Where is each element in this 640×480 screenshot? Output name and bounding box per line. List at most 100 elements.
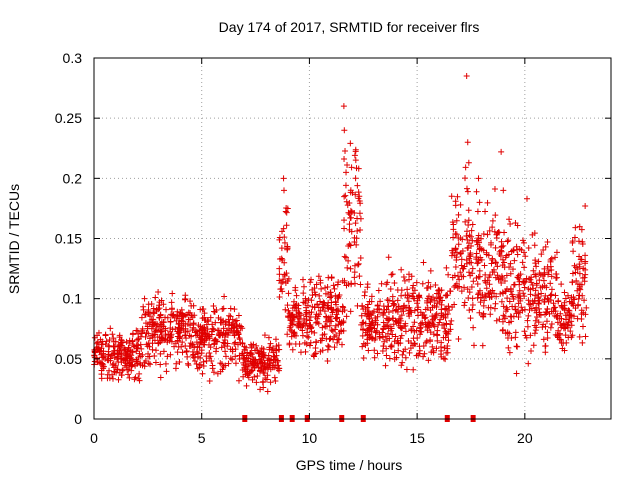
data-point	[475, 273, 482, 280]
data-point	[98, 345, 105, 352]
data-point	[542, 342, 549, 349]
data-point	[91, 334, 98, 341]
data-point	[205, 318, 212, 325]
data-point	[574, 287, 581, 294]
data-point	[426, 324, 433, 331]
data-point	[390, 300, 397, 307]
data-point	[167, 351, 174, 358]
y-tick-label: 0.15	[55, 231, 82, 247]
data-point	[227, 313, 234, 320]
data-point	[388, 271, 395, 278]
data-point	[241, 355, 248, 362]
data-point	[98, 371, 105, 378]
data-point	[493, 317, 500, 324]
data-point	[266, 346, 273, 353]
data-point	[206, 377, 213, 384]
data-point	[332, 299, 339, 306]
data-point	[571, 234, 578, 241]
data-point	[276, 265, 283, 272]
data-point	[429, 313, 436, 320]
data-point	[249, 376, 256, 383]
data-point	[406, 313, 413, 320]
data-point	[411, 319, 418, 326]
data-point	[134, 359, 141, 366]
data-point	[361, 289, 368, 296]
data-point	[276, 294, 283, 301]
data-point	[506, 319, 513, 326]
data-point	[581, 297, 588, 304]
data-point	[498, 248, 505, 255]
data-point	[455, 211, 462, 218]
data-point	[202, 330, 209, 337]
data-point	[317, 337, 324, 344]
data-point	[145, 340, 152, 347]
data-point	[398, 287, 405, 294]
data-point	[558, 315, 565, 322]
data-point	[284, 331, 291, 338]
y-tick-label: 0.1	[63, 291, 83, 307]
data-point	[501, 315, 508, 322]
data-point	[513, 370, 520, 377]
data-point	[284, 302, 291, 309]
data-point	[360, 326, 367, 333]
data-point	[476, 199, 483, 206]
data-point	[552, 308, 559, 315]
data-point	[194, 365, 201, 372]
data-point	[567, 328, 574, 335]
data-point	[142, 311, 149, 318]
data-point	[194, 331, 201, 338]
data-point	[255, 364, 262, 371]
y-axis-label: SRMTID / TECUs	[6, 184, 22, 294]
data-point	[462, 164, 469, 171]
data-point	[457, 201, 464, 208]
data-point	[239, 350, 246, 357]
data-point	[535, 293, 542, 300]
data-point	[323, 313, 330, 320]
data-point	[241, 346, 248, 353]
data-point	[206, 355, 213, 362]
data-point	[174, 333, 181, 340]
data-point	[307, 339, 314, 346]
data-point	[574, 302, 581, 309]
data-point	[414, 306, 421, 313]
data-point	[393, 354, 400, 361]
data-point	[110, 335, 117, 342]
data-point	[569, 332, 576, 339]
data-point	[133, 348, 140, 355]
data-point	[554, 312, 561, 319]
data-point	[141, 295, 148, 302]
data-point	[255, 349, 262, 356]
y-tick-label: 0	[74, 411, 82, 427]
data-point	[168, 306, 175, 313]
data-point	[106, 343, 113, 350]
data-point	[383, 352, 390, 359]
data-point	[570, 313, 577, 320]
data-point	[272, 377, 279, 384]
data-point	[286, 313, 293, 320]
data-point	[105, 351, 112, 358]
y-tick-label: 0.3	[63, 50, 83, 66]
data-point	[417, 320, 424, 327]
data-point	[142, 333, 149, 340]
data-point	[409, 285, 416, 292]
data-point	[232, 353, 239, 360]
data-point	[383, 306, 390, 313]
data-point	[533, 263, 540, 270]
data-point	[440, 334, 447, 341]
data-point	[552, 292, 559, 299]
data-point	[581, 274, 588, 281]
data-point	[235, 312, 242, 319]
data-point	[492, 300, 499, 307]
data-point	[488, 239, 495, 246]
data-point	[339, 341, 346, 348]
data-point	[513, 246, 520, 253]
data-point	[352, 157, 359, 164]
data-point	[503, 272, 510, 279]
data-point	[401, 277, 408, 284]
data-point	[508, 248, 515, 255]
data-point	[261, 370, 268, 377]
data-point	[312, 319, 319, 326]
data-point	[501, 259, 508, 266]
plot-frame	[93, 57, 612, 420]
data-point	[152, 294, 159, 301]
